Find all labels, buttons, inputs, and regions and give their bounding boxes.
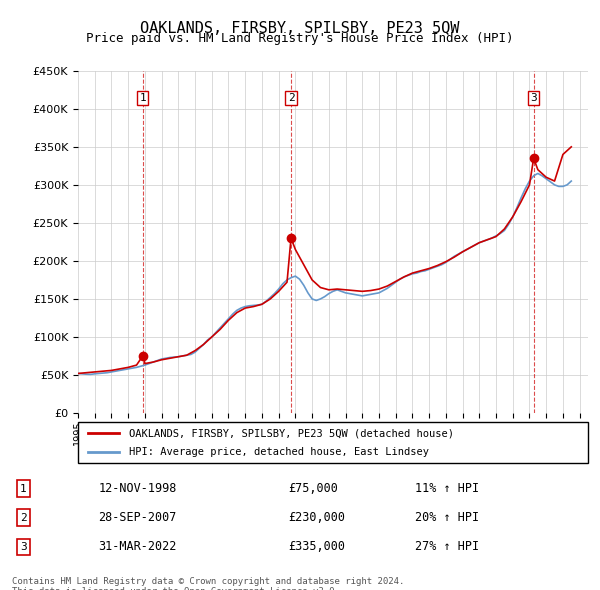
Text: 12-NOV-1998: 12-NOV-1998 <box>98 482 177 495</box>
Text: HPI: Average price, detached house, East Lindsey: HPI: Average price, detached house, East… <box>129 447 429 457</box>
Text: 31-MAR-2022: 31-MAR-2022 <box>98 540 177 553</box>
Text: Contains HM Land Registry data © Crown copyright and database right 2024.
This d: Contains HM Land Registry data © Crown c… <box>12 577 404 590</box>
FancyBboxPatch shape <box>78 422 588 463</box>
Text: £230,000: £230,000 <box>289 511 346 525</box>
Text: 3: 3 <box>530 93 537 103</box>
Text: 20% ↑ HPI: 20% ↑ HPI <box>415 511 479 525</box>
Text: 2: 2 <box>287 93 295 103</box>
Text: 27% ↑ HPI: 27% ↑ HPI <box>415 540 479 553</box>
Text: £335,000: £335,000 <box>289 540 346 553</box>
Text: 1: 1 <box>139 93 146 103</box>
Text: 2: 2 <box>20 513 27 523</box>
Text: Price paid vs. HM Land Registry's House Price Index (HPI): Price paid vs. HM Land Registry's House … <box>86 32 514 45</box>
Text: OAKLANDS, FIRSBY, SPILSBY, PE23 5QW (detached house): OAKLANDS, FIRSBY, SPILSBY, PE23 5QW (det… <box>129 428 454 438</box>
Text: £75,000: £75,000 <box>289 482 338 495</box>
Text: 28-SEP-2007: 28-SEP-2007 <box>98 511 177 525</box>
Text: 11% ↑ HPI: 11% ↑ HPI <box>415 482 479 495</box>
Text: 3: 3 <box>20 542 27 552</box>
Text: 1: 1 <box>20 484 27 493</box>
Text: OAKLANDS, FIRSBY, SPILSBY, PE23 5QW: OAKLANDS, FIRSBY, SPILSBY, PE23 5QW <box>140 21 460 35</box>
